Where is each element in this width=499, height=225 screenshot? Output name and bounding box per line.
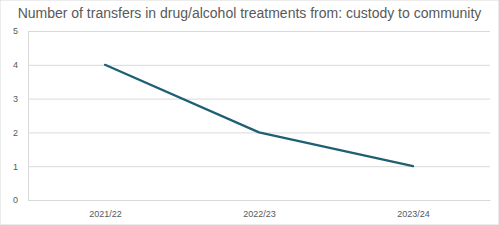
y-tick-label: 1: [13, 162, 18, 172]
grid-line: [28, 31, 490, 32]
grid-line: [28, 200, 490, 201]
line: [105, 65, 413, 166]
y-tick: 5: [13, 26, 490, 36]
x-tick-label: 2023/24: [397, 209, 430, 219]
x-tick: 2023/24: [397, 209, 430, 219]
y-axis-line: [28, 32, 29, 201]
y-tick-label: 4: [13, 60, 18, 70]
y-tick-label: 0: [13, 195, 18, 205]
x-tick: 2021/22: [89, 209, 122, 219]
y-tick: 4: [13, 60, 490, 70]
grid-line: [28, 65, 490, 66]
plot-area: [105, 65, 413, 166]
y-tick: 0: [13, 195, 490, 205]
x-tick-label: 2022/23: [243, 209, 276, 219]
y-axis: 0 1 2 3 4 5: [13, 26, 490, 205]
background: [0, 0, 499, 225]
grid-line: [28, 99, 490, 100]
x-tick: 2022/23: [243, 209, 276, 219]
x-axis: 2021/22 2022/23 2023/24: [29, 201, 491, 220]
grid-line: [28, 166, 490, 167]
x-axis-line: [29, 200, 491, 201]
y-tick: 1: [13, 162, 490, 172]
y-tick-label: 2: [13, 128, 18, 138]
y-tick: 3: [13, 94, 490, 104]
chart: Number of transfers in drug/alcohol trea…: [0, 0, 499, 225]
title: Number of transfers in drug/alcohol trea…: [18, 5, 482, 21]
y-tick-label: 3: [13, 94, 18, 104]
y-tick-label: 5: [13, 26, 18, 36]
x-tick-label: 2021/22: [89, 209, 122, 219]
